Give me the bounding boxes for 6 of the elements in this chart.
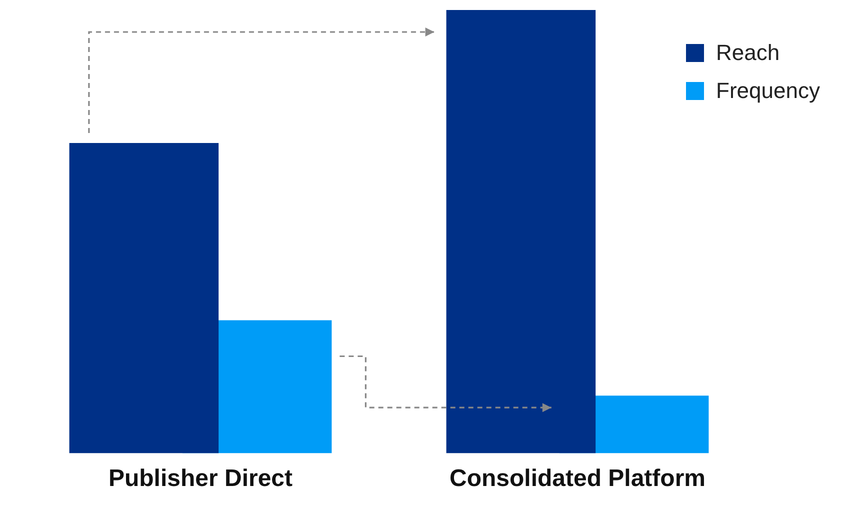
legend-label: Reach [716, 40, 780, 66]
x-tick-label: Consolidated Platform [449, 465, 706, 492]
bar [446, 10, 596, 454]
legend-label: Frequency [716, 78, 820, 104]
x-tick-label: Publisher Direct [108, 465, 293, 492]
bar [69, 142, 219, 454]
